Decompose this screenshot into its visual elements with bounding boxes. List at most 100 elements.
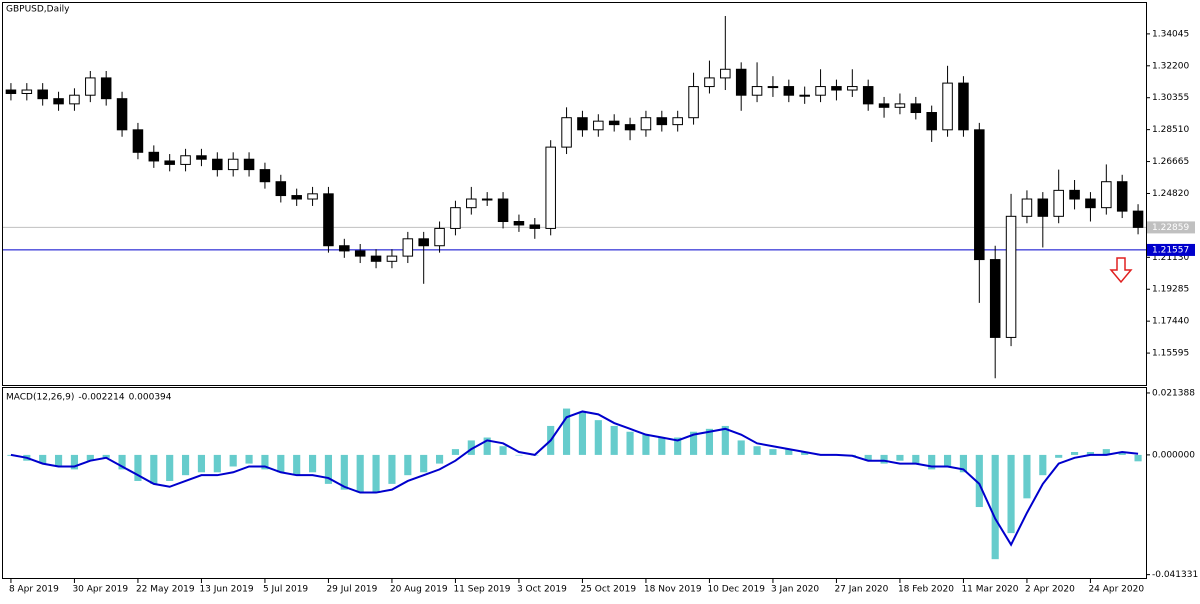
y-tick-label: 1.19285 (1152, 285, 1189, 295)
macd-bar (150, 454, 158, 484)
candle-body (418, 238, 429, 247)
candle-body (196, 155, 207, 160)
x-tick-label: 11 Sep 2019 (453, 585, 510, 595)
candle-body (100, 77, 112, 100)
macd-bar (245, 454, 253, 464)
candle-body (466, 198, 477, 209)
y-tick-label: 0.000000 (1152, 450, 1195, 460)
x-tick-label: 3 Jan 2020 (771, 585, 819, 595)
x-tick-label: 24 Apr 2020 (1088, 585, 1144, 595)
candle-body (243, 158, 255, 171)
candle-body (354, 250, 366, 257)
y-tick-label: -0.041331 (1152, 570, 1198, 580)
macd-title: MACD(12,26,9) (6, 393, 74, 403)
macd-bar (372, 454, 380, 493)
candle-body (577, 117, 588, 131)
macd-bar (118, 454, 126, 470)
macd-panel (2, 387, 1147, 579)
macd-bar (737, 440, 745, 455)
candle-body (593, 120, 604, 131)
x-tick-label: 5 Jul 2019 (263, 585, 308, 595)
x-tick-label: 13 Jun 2019 (199, 585, 253, 595)
candle-body (1021, 198, 1033, 217)
y-tick-label: 1.21130 (1152, 253, 1189, 263)
signal-line (10, 410, 1139, 547)
macd-bar (626, 431, 634, 455)
candle-body (847, 86, 858, 91)
candle-body (958, 82, 969, 131)
macd-bar (578, 411, 587, 455)
macd-bar (562, 408, 571, 455)
candle-body (307, 193, 318, 200)
macd-bar (356, 454, 364, 493)
candle-body (116, 98, 128, 131)
macd-bar (451, 449, 460, 455)
candle-body (291, 195, 302, 200)
candle-body (1069, 189, 1080, 200)
macd-bar (54, 454, 63, 467)
candle-body (1053, 189, 1064, 217)
macd-bar (229, 454, 237, 467)
y-tick-label: 1.15595 (1152, 349, 1189, 359)
macd-bar (896, 454, 904, 461)
x-tick-label: 22 May 2019 (136, 585, 195, 595)
candle-body (513, 221, 525, 226)
macd-bar (1007, 454, 1015, 534)
macd-bar (261, 454, 269, 470)
macd-bar (1086, 452, 1095, 455)
macd-bar (880, 454, 888, 464)
macd-bar (197, 454, 206, 473)
macd-bar (594, 420, 602, 455)
macd-bar (642, 434, 650, 455)
candle-body (608, 120, 620, 126)
candle-body (148, 151, 160, 162)
candle-body (831, 86, 842, 91)
y-tick-label: 1.26665 (1152, 157, 1189, 167)
y-tick-label: 1.34045 (1152, 29, 1189, 39)
macd-bar (467, 440, 475, 455)
macd-bar (1134, 454, 1142, 462)
candle-body (751, 86, 763, 96)
macd-bar (991, 454, 999, 560)
macd-bar (1055, 454, 1063, 458)
macd-bar (943, 454, 952, 467)
candle-body (688, 86, 699, 119)
candle-body (561, 117, 572, 148)
sell-arrow (1109, 257, 1133, 284)
candle-body (656, 117, 668, 126)
candle-body (402, 238, 414, 257)
macd-bar (404, 454, 412, 476)
y-tick-label: 1.24820 (1152, 189, 1189, 199)
price-tag-label: 1.22859 (1152, 223, 1189, 233)
candle-body (815, 86, 826, 96)
macd-bar (435, 454, 444, 464)
candle-body (275, 181, 287, 197)
macd-bar (308, 454, 317, 473)
y-tick-label: 0.021388 (1152, 388, 1195, 398)
candle-body (1037, 198, 1049, 217)
candle-body (434, 227, 445, 247)
macd-bar (864, 454, 872, 461)
macd-bar (674, 437, 682, 455)
candle-body (386, 255, 398, 262)
candle-body (735, 68, 747, 96)
candle-body (323, 193, 334, 247)
candle-body (767, 86, 779, 89)
candle-body (894, 103, 906, 108)
macd-bar (420, 454, 428, 473)
macd-bar (515, 454, 523, 456)
candle-body (1005, 215, 1017, 338)
macd-bar (324, 454, 333, 484)
candle-body (132, 129, 144, 153)
macd-bar (753, 446, 761, 455)
level-tag (1147, 243, 1195, 256)
candle-body (1101, 181, 1112, 209)
chart-title: GBPUSD,Daily (6, 5, 70, 15)
macd-bar (801, 452, 809, 455)
x-tick-label: 29 Jul 2019 (326, 585, 377, 595)
candle-body (497, 198, 509, 223)
macd-bar (975, 454, 983, 508)
candle-body (37, 89, 48, 100)
candle-body (212, 158, 223, 171)
candle-body (704, 77, 715, 88)
